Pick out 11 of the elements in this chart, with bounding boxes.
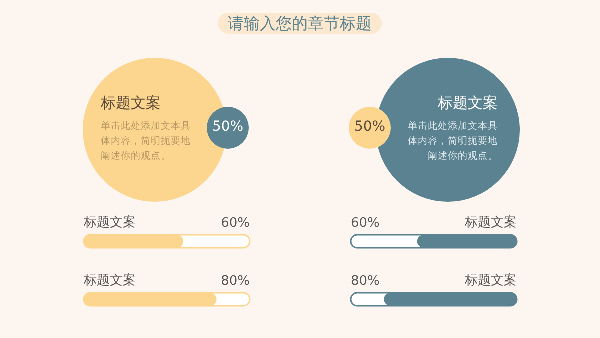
text: 50% bbox=[211, 119, 245, 135]
text: 单击此处添加文本具体内容，简明扼要地阐述你的观点。 bbox=[408, 120, 498, 164]
text: 请输入您的章节标题 bbox=[218, 13, 382, 34]
text: 单击此处添加文本具体内容，简明扼要地阐述你的观点。 bbox=[101, 120, 191, 164]
text: 50% bbox=[353, 119, 387, 135]
data-label: 60% bbox=[221, 216, 250, 232]
data-label: 80% bbox=[351, 274, 380, 290]
data-label: 60% bbox=[351, 216, 380, 232]
data-label: 80% bbox=[221, 274, 250, 290]
text: 标题文案 bbox=[101, 94, 162, 113]
text: 标题文案 bbox=[437, 94, 498, 113]
